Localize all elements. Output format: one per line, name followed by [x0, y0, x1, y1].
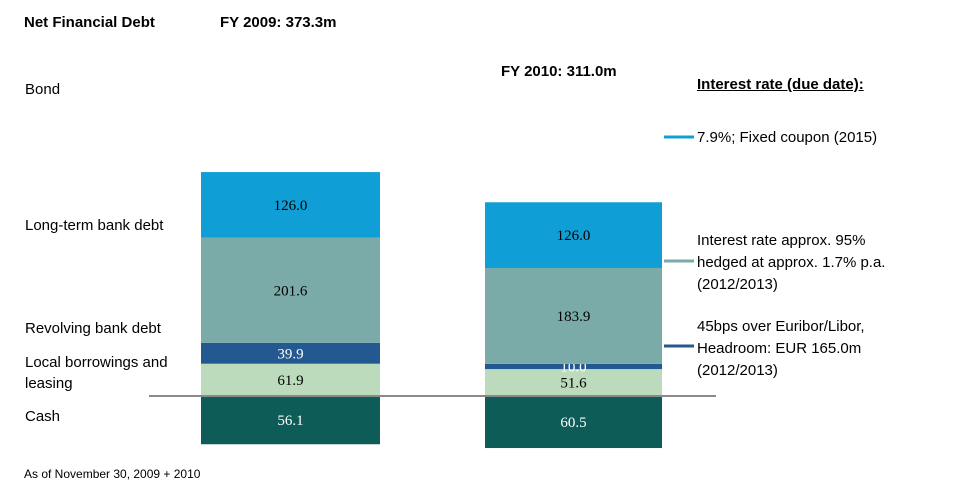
- category-label-fy2010: FY 2010: 311.0m: [501, 63, 617, 80]
- value-label-1-0: 126.0: [557, 228, 591, 244]
- value-label-cash-1: 60.5: [560, 415, 586, 431]
- interest-rate-header: Interest rate (due date):: [697, 76, 864, 93]
- note-long-term-line1: Interest rate approx. 95%: [697, 232, 866, 249]
- bar-segment-cash-1: [485, 396, 662, 449]
- bar-segment-0-3: [201, 363, 380, 396]
- chart-title: Net Financial Debt: [24, 14, 155, 31]
- row-label-bond: Bond: [25, 81, 61, 98]
- row-label-revolving-bank-debt: Revolving bank debt: [25, 320, 161, 337]
- value-label-0-2: 39.9: [277, 346, 303, 362]
- footnote: As of November 30, 2009 + 2010: [24, 467, 201, 481]
- note-long-term-line2: hedged at approx. 1.7% p.a.: [697, 254, 886, 271]
- note-revolving-line3: (2012/2013): [697, 362, 778, 379]
- bar-segment-1-1: [485, 267, 662, 364]
- value-label-1-1: 183.9: [557, 309, 591, 325]
- category-label-fy2009: FY 2009: 373.3m: [220, 14, 337, 31]
- note-revolving-line2: Headroom: EUR 165.0m: [697, 340, 862, 357]
- value-label-cash-0: 56.1: [277, 413, 303, 429]
- value-label-1-3: 51.6: [560, 376, 587, 392]
- bar-segment-cash-0: [201, 396, 380, 445]
- bar-segment-0-2: [201, 342, 380, 364]
- bar-segment-0-0: [201, 172, 380, 238]
- row-label-long-term-bank-debt: Long-term bank debt: [25, 217, 164, 234]
- note-long-term-line3: (2012/2013): [697, 276, 778, 293]
- bar-segment-1-3: [485, 369, 662, 396]
- note-bond: 7.9%; Fixed coupon (2015): [697, 129, 878, 146]
- value-label-0-0: 126.0: [274, 198, 308, 214]
- value-label-0-3: 61.9: [277, 373, 303, 389]
- row-label-cash: Cash: [25, 408, 61, 425]
- value-label-0-1: 201.6: [274, 283, 308, 299]
- bar-segment-1-2: [485, 363, 662, 370]
- note-revolving-line1: 45bps over Euribor/Libor,: [697, 318, 865, 335]
- bar-segment-0-1: [201, 237, 380, 343]
- row-label-local-borrowings: Local borrowings and leasing: [25, 354, 168, 392]
- bar-segment-1-0: [485, 202, 662, 268]
